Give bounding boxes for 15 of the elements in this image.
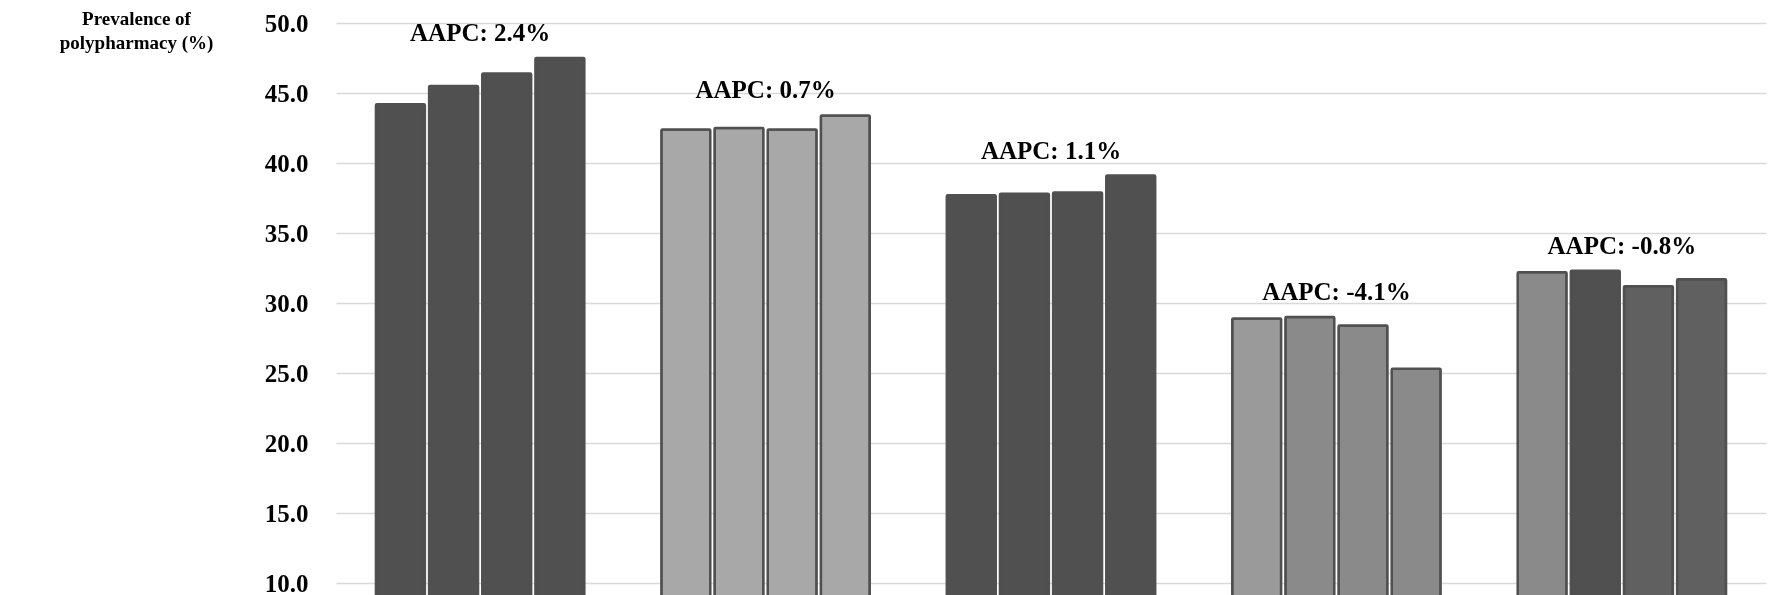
y-tick-label: 10.0 xyxy=(264,569,309,595)
y-tick-label: 50.0 xyxy=(264,9,309,37)
annotation: AAPC: 1.1% xyxy=(980,136,1122,164)
y-tick-label: 25.0 xyxy=(264,359,309,387)
y-tick-label: 15.0 xyxy=(264,499,309,527)
annotation: AAPC: 0.7% xyxy=(695,76,836,104)
annotation: AAPC: 2.4% xyxy=(410,19,551,46)
y-tick-label: 20.0 xyxy=(264,429,309,457)
y-tick-label: 45.0 xyxy=(264,79,309,107)
y-tick-label: 40.0 xyxy=(264,149,309,177)
y-tick-label: 30.0 xyxy=(264,289,309,317)
annotation: AAPC: -0.8% xyxy=(1547,231,1697,259)
y-tick-label: 35.0 xyxy=(264,219,309,247)
annotation: AAPC: -4.1% xyxy=(1262,278,1411,305)
y-axis-title: Prevalence of polypharmacy (%) xyxy=(59,7,214,54)
